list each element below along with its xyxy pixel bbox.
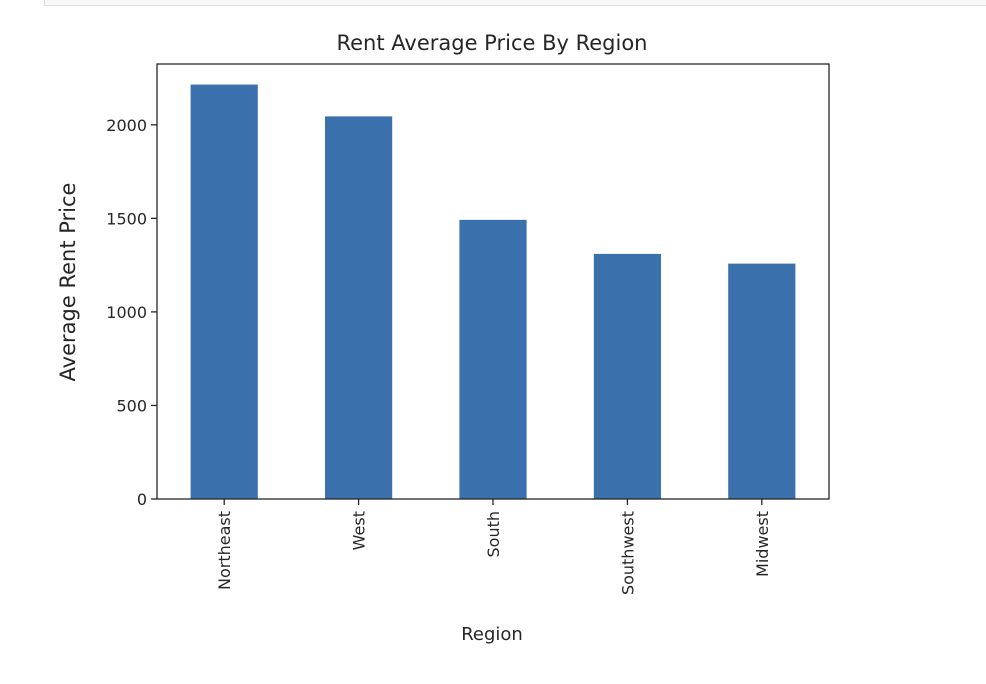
x-tick-label-northeast: Northeast [215, 511, 234, 590]
chart-title: Rent Average Price By Region [336, 31, 647, 55]
bar-southwest [593, 253, 661, 499]
x-tick-label-midwest: Midwest [753, 511, 772, 577]
plot-frame [156, 63, 830, 500]
bars-group [190, 84, 796, 500]
y-tick-label: 0 [137, 490, 147, 509]
x-tick-label-west: West [350, 511, 369, 550]
x-axis: Northeast West South Southwest Midwest [215, 499, 772, 595]
x-tick-label-southwest: Southwest [618, 511, 637, 595]
bar-midwest [728, 263, 796, 499]
y-tick-label: 500 [116, 396, 147, 415]
bar-south [459, 219, 527, 499]
y-tick-label: 2000 [106, 116, 147, 135]
x-tick-label-south: South [484, 511, 503, 558]
y-axis-label: Average Rent Price [56, 183, 80, 382]
notebook-cell-edge [44, 0, 986, 6]
bar-northeast [190, 84, 258, 500]
y-tick-label: 1000 [106, 303, 147, 322]
y-tick-label: 1500 [106, 209, 147, 228]
y-axis: 0 500 1000 1500 2000 [106, 116, 157, 509]
bar-west [325, 116, 393, 500]
x-axis-label: Region [461, 624, 523, 645]
